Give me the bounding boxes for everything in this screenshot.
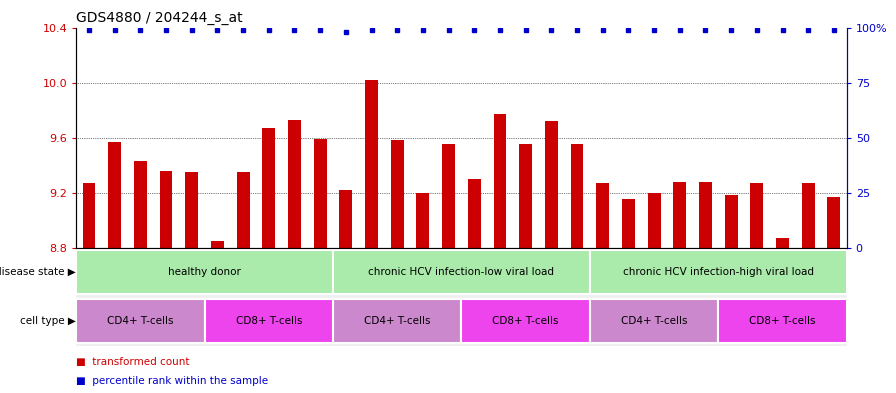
Bar <box>76 299 204 343</box>
Text: CD8+ T-cells: CD8+ T-cells <box>749 316 815 326</box>
Bar <box>314 139 327 248</box>
Bar <box>468 179 481 248</box>
Bar <box>263 128 275 248</box>
Bar <box>699 182 711 248</box>
Text: CD4+ T-cells: CD4+ T-cells <box>108 316 174 326</box>
Bar <box>417 193 429 248</box>
Text: CD8+ T-cells: CD8+ T-cells <box>493 316 559 326</box>
Bar <box>340 190 352 248</box>
Bar <box>520 144 532 248</box>
Bar <box>333 250 590 294</box>
Bar <box>719 299 847 343</box>
Bar <box>571 144 583 248</box>
Bar <box>828 196 840 248</box>
Bar <box>204 299 333 343</box>
Text: chronic HCV infection-high viral load: chronic HCV infection-high viral load <box>623 267 814 277</box>
Bar <box>751 183 763 248</box>
Bar <box>725 195 737 248</box>
Bar <box>391 140 404 248</box>
Bar <box>366 80 378 248</box>
Text: CD4+ T-cells: CD4+ T-cells <box>621 316 687 326</box>
Text: disease state ▶: disease state ▶ <box>0 267 76 277</box>
Text: ■  transformed count: ■ transformed count <box>76 356 190 367</box>
Bar <box>76 250 333 294</box>
Bar <box>82 183 96 248</box>
Bar <box>443 144 455 248</box>
Bar <box>185 172 198 248</box>
Bar <box>802 183 814 248</box>
Bar <box>333 299 461 343</box>
Bar <box>776 238 788 248</box>
Text: GDS4880 / 204244_s_at: GDS4880 / 204244_s_at <box>76 11 243 25</box>
Bar <box>134 161 147 248</box>
Bar <box>545 121 557 248</box>
Text: chronic HCV infection-low viral load: chronic HCV infection-low viral load <box>368 267 555 277</box>
Bar <box>159 171 172 248</box>
Bar <box>461 299 590 343</box>
Bar <box>590 299 719 343</box>
Text: CD8+ T-cells: CD8+ T-cells <box>236 316 302 326</box>
Bar <box>108 141 121 248</box>
Bar <box>674 182 686 248</box>
Bar <box>597 183 609 248</box>
Text: CD4+ T-cells: CD4+ T-cells <box>364 316 430 326</box>
Bar <box>494 114 506 248</box>
Bar <box>289 119 301 248</box>
Text: healthy donor: healthy donor <box>168 267 241 277</box>
Text: ■  percentile rank within the sample: ■ percentile rank within the sample <box>76 376 268 386</box>
Bar <box>590 250 847 294</box>
Bar <box>622 199 634 248</box>
Bar <box>237 172 249 248</box>
Bar <box>211 241 224 248</box>
Text: cell type ▶: cell type ▶ <box>21 316 76 326</box>
Bar <box>648 193 660 248</box>
